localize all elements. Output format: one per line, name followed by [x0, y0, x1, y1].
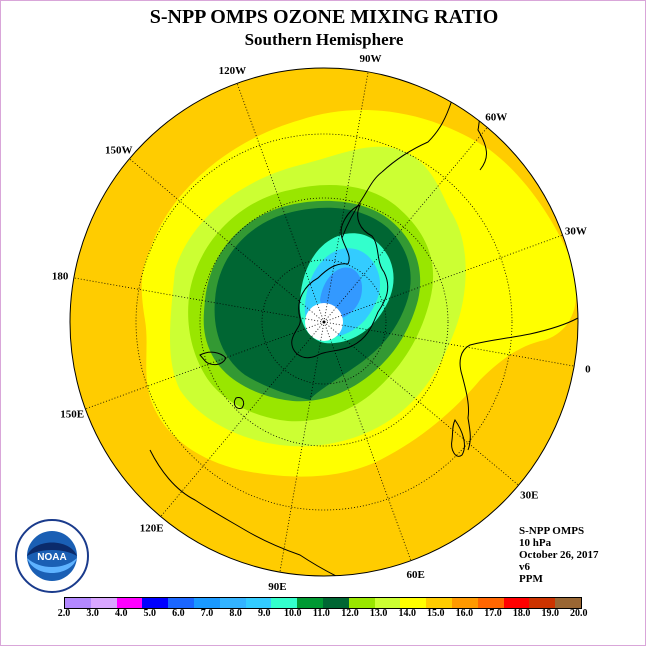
info-version: v6	[519, 561, 530, 573]
longitude-label: 150E	[60, 409, 84, 421]
colorbar-swatch	[90, 598, 117, 608]
colorbar-swatch	[451, 598, 478, 608]
colorbar-swatch	[297, 598, 323, 608]
colorbar-tick-label: 14.0	[398, 608, 416, 619]
map-info: S-NPP OMPS 10 hPa October 26, 2017 v6 PP…	[519, 525, 599, 585]
south-pole-marker	[322, 320, 326, 324]
info-date: October 26, 2017	[519, 549, 599, 561]
colorbar-tick-label: 8.0	[229, 608, 242, 619]
meridian-line	[323, 127, 488, 323]
colorbar-tick-label: 5.0	[143, 608, 157, 619]
colorbar-swatch	[555, 598, 581, 608]
meridian-line	[323, 321, 575, 367]
longitude-label: 60E	[406, 569, 424, 581]
colorbar-tick-label: 3.0	[86, 608, 99, 619]
meridian-line	[279, 321, 325, 573]
meridian-line	[323, 321, 412, 561]
colorbar-swatch	[219, 598, 246, 608]
colorbar-tick-label: 16.0	[455, 608, 474, 619]
colorbar-swatch	[400, 598, 427, 608]
colorbar-swatch	[193, 598, 220, 608]
colorbar-tick-label: 12.0	[341, 608, 359, 619]
info-instrument: S-NPP OMPS	[519, 525, 585, 537]
map-title: S-NPP OMPS OZONE MIXING RATIO	[149, 6, 499, 28]
australia-coast	[149, 449, 341, 576]
meridian-line	[129, 158, 325, 323]
meridian-line	[85, 321, 325, 410]
noaa-logo-text: NOAA	[37, 552, 66, 563]
colorbar-swatch	[477, 598, 504, 608]
meridian-line	[323, 71, 369, 323]
graticule	[135, 133, 513, 511]
info-units: PPM	[519, 573, 543, 585]
colorbar-tick-label: 6.0	[172, 608, 185, 619]
antarctica-coast	[291, 204, 389, 358]
meridian-line	[160, 321, 325, 517]
new-zealand-coast	[199, 351, 227, 366]
colorbar-swatch	[529, 598, 556, 608]
colorbar-tick-label: 10.0	[284, 608, 302, 619]
longitude-label: 30W	[565, 225, 587, 237]
colorbar-tick-label: 17.0	[484, 608, 502, 619]
colorbar-tick-label: 7.0	[200, 608, 214, 619]
longitude-label: 30E	[520, 489, 538, 501]
meridian-line	[323, 321, 519, 486]
colorbar-swatch	[322, 598, 349, 608]
antarctic-peninsula	[341, 171, 383, 239]
colorbar	[64, 597, 582, 609]
meridian-line	[323, 234, 563, 323]
noaa-logo: NOAA	[15, 519, 89, 593]
longitude-label: 120W	[219, 65, 247, 77]
meridian-line	[236, 83, 325, 323]
colorbar-swatch	[116, 598, 143, 608]
longitude-label: 150W	[105, 145, 133, 157]
colorbar-tick-label: 4.0	[114, 608, 128, 619]
longitude-label: 60W	[485, 112, 507, 124]
longitude-labels: 90W 60W 30W 0 30E 60E 90E 120E 150E 180 150W 120W	[52, 53, 591, 593]
map-boundary	[69, 67, 579, 577]
colorbar-tick-label: 20.0	[570, 608, 588, 619]
longitude-label: 120E	[140, 522, 164, 534]
colorbar-swatch	[374, 598, 401, 608]
colorbar-swatch	[503, 598, 530, 608]
colorbar-swatch	[168, 598, 194, 608]
madagascar-coast	[451, 419, 465, 457]
longitude-label: 90E	[268, 581, 286, 593]
colorbar-swatch	[65, 598, 91, 608]
meridian-line	[73, 277, 325, 323]
colorbar-tick-label: 15.0	[427, 608, 445, 619]
coastlines	[149, 75, 578, 576]
colorbar-tick-label: 11.0	[312, 608, 330, 619]
colorbar-ticks: 2.0 3.0 4.0 5.0 6.0 7.0 8.0 9.0 10.0 11.0 12.0 13.0…	[51, 608, 591, 622]
colorbar-tick-label: 18.0	[512, 608, 531, 619]
colorbar-tick-label: 9.0	[257, 608, 271, 619]
map-subtitle: Southern Hemisphere	[244, 30, 404, 49]
longitude-label: 180	[52, 270, 69, 282]
tasmania-coast	[233, 397, 245, 409]
colorbar-tick-label: 13.0	[369, 608, 388, 619]
meridians	[73, 71, 575, 573]
colorbar-swatch	[142, 598, 169, 608]
africa-coast	[459, 317, 578, 451]
colorbar-swatch	[426, 598, 452, 608]
longitude-label: 0	[585, 364, 591, 376]
colorbar-swatch	[348, 598, 375, 608]
colorbar-swatch	[245, 598, 272, 608]
colorbar-tick-label: 19.0	[541, 608, 559, 619]
info-level: 10 hPa	[519, 537, 552, 549]
longitude-label: 90W	[360, 53, 382, 65]
colorbar-swatch	[271, 598, 298, 608]
colorbar-tick-label: 2.0	[57, 608, 71, 619]
